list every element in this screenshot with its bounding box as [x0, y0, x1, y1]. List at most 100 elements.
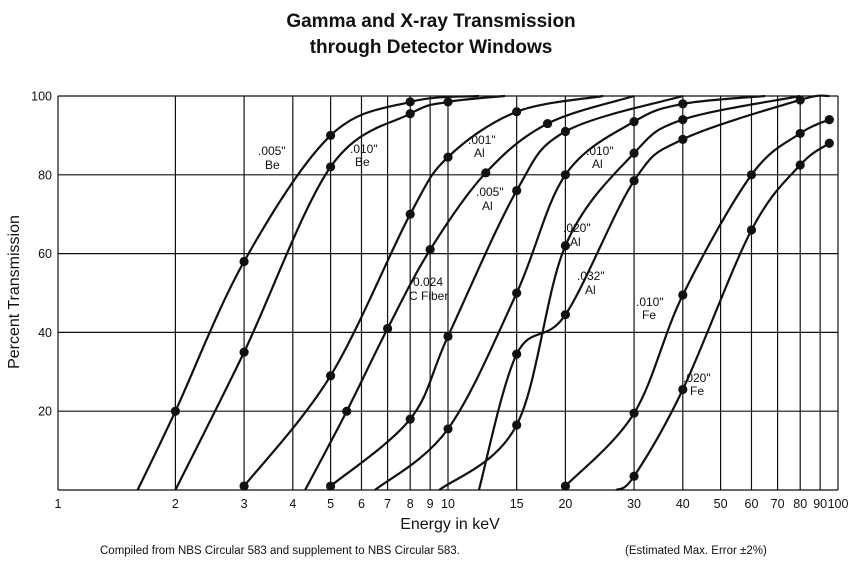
- data-point-010-be: [443, 97, 453, 107]
- curve-label-005-al-material: Al: [482, 199, 493, 213]
- x-tick-label: 5: [327, 497, 334, 511]
- x-tick-label: 60: [745, 497, 759, 511]
- chart-points: [170, 95, 834, 491]
- data-point-001-al: [443, 152, 453, 162]
- data-point-005-al: [443, 331, 453, 341]
- x-tick-labels: 1 2 3 4 5 6 7 8 9 10 15 20 30 40 50 60 70 80 90 100: [55, 497, 849, 511]
- curve-020-al: [438, 94, 801, 491]
- curve-label-010-al-thickness: .010": [586, 144, 614, 158]
- data-point-005-be: [239, 256, 249, 267]
- data-point-020-al: [629, 148, 639, 158]
- data-point-010-al: [629, 117, 639, 127]
- chart-title-line-1: Gamma and X-ray Transmission: [286, 11, 575, 32]
- data-point-020-fe: [795, 160, 805, 170]
- curve-label-001-al-material: Al: [474, 146, 485, 160]
- curve-label-005-be-thickness: .005": [258, 144, 286, 158]
- curve-label-010-fe-thickness: .010": [636, 295, 664, 309]
- data-point-0-024-c-fiber: [425, 245, 435, 255]
- x-tick-label: 90: [813, 497, 827, 511]
- data-point-010-be: [405, 109, 415, 119]
- data-point-001-al: [325, 371, 336, 381]
- x-tick-label: 8: [407, 497, 414, 511]
- x-tick-label: 4: [289, 497, 296, 511]
- curve-005-al: [329, 94, 684, 487]
- data-point-020-fe: [629, 471, 639, 481]
- x-tick-label: 80: [793, 497, 807, 511]
- data-point-010-fe: [824, 115, 834, 125]
- data-point-0-024-c-fiber: [342, 406, 352, 416]
- x-tick-label: 30: [627, 497, 641, 511]
- data-point-010-be: [325, 162, 336, 172]
- curve-label-032-al-material: Al: [585, 283, 596, 297]
- data-point-0-024-c-fiber: [382, 323, 393, 334]
- data-point-0-024-c-fiber: [542, 118, 553, 129]
- data-point-010-fe: [746, 170, 757, 180]
- curve-label-032-al-thickness: .032": [577, 269, 605, 283]
- data-point-032-al: [560, 310, 571, 320]
- data-point-010-be: [239, 347, 249, 357]
- y-tick-label: 100: [31, 90, 52, 104]
- footer-source-note: Compiled from NBS Circular 583 and suppl…: [100, 545, 460, 557]
- data-point-005-be: [325, 130, 336, 140]
- data-point-001-al: [239, 481, 249, 491]
- y-tick-label: 40: [38, 326, 52, 340]
- data-point-020-al: [560, 241, 571, 251]
- data-point-010-fe: [629, 408, 639, 418]
- x-tick-label: 10: [441, 497, 455, 511]
- data-point-010-fe: [795, 128, 805, 139]
- curve-010-be: [174, 94, 506, 491]
- curve-label-010-al-material: Al: [592, 157, 603, 171]
- x-axis-label: Energy in keV: [400, 516, 500, 533]
- curve-label-005-be-material: Be: [265, 158, 280, 172]
- data-point-032-al: [629, 176, 639, 186]
- curve-label-020-fe-material: Fe: [690, 384, 704, 398]
- curve-label-010-be-material: Be: [355, 155, 370, 169]
- x-tick-label: 6: [358, 497, 365, 511]
- curve-label-001-al-thickness: .001": [468, 133, 496, 147]
- x-tick-label: 50: [714, 497, 728, 511]
- x-tick-label: 9: [427, 497, 434, 511]
- data-point-032-al: [678, 134, 688, 144]
- curve-label-0-024-c-fiber-thickness: 0.024: [413, 275, 443, 289]
- data-point-001-al: [512, 107, 522, 117]
- x-tick-label: 20: [558, 497, 572, 511]
- curve-label-020-al-thickness: .020": [563, 221, 591, 235]
- x-tick-label: 1: [55, 497, 62, 511]
- x-tick-label: 100: [828, 497, 849, 511]
- data-point-005-al: [325, 481, 336, 491]
- x-tick-label: 7: [384, 497, 391, 511]
- data-point-010-al: [443, 424, 453, 434]
- chart-title-line-2: through Detector Windows: [310, 37, 553, 58]
- y-tick-label: 80: [38, 168, 52, 182]
- x-tick-label: 40: [676, 497, 690, 511]
- curve-label-010-be-thickness: .010": [350, 142, 378, 156]
- data-point-032-al: [795, 95, 805, 105]
- x-tick-label: 2: [172, 497, 179, 511]
- curve-032-al: [477, 94, 830, 491]
- data-point-005-be: [170, 406, 181, 416]
- curve-label-020-al-material: Al: [570, 235, 581, 249]
- data-point-0-024-c-fiber: [481, 168, 491, 178]
- footer-error-note: (Estimated Max. Error ±2%): [625, 545, 767, 557]
- data-point-005-al: [512, 185, 522, 196]
- data-point-010-fe: [560, 481, 571, 491]
- data-point-005-al: [405, 414, 415, 424]
- curve-label-010-fe-material: Fe: [642, 308, 656, 322]
- x-tick-label: 15: [510, 497, 524, 511]
- y-tick-label: 60: [38, 247, 52, 261]
- data-point-005-be: [405, 97, 415, 107]
- x-tick-label: 3: [241, 497, 248, 511]
- y-axis-label: Percent Transmission: [6, 215, 23, 369]
- data-point-010-al: [678, 99, 688, 109]
- curve-label-020-fe-thickness: .020": [683, 371, 711, 385]
- data-point-020-fe: [678, 384, 688, 395]
- data-point-020-al: [678, 115, 688, 125]
- data-point-001-al: [405, 209, 415, 219]
- data-point-010-fe: [678, 290, 688, 300]
- curve-label-0-024-c-fiber-material: C Fiber: [409, 289, 448, 303]
- data-point-020-al: [512, 420, 522, 430]
- data-point-010-al: [512, 288, 522, 298]
- data-point-020-fe: [746, 225, 757, 235]
